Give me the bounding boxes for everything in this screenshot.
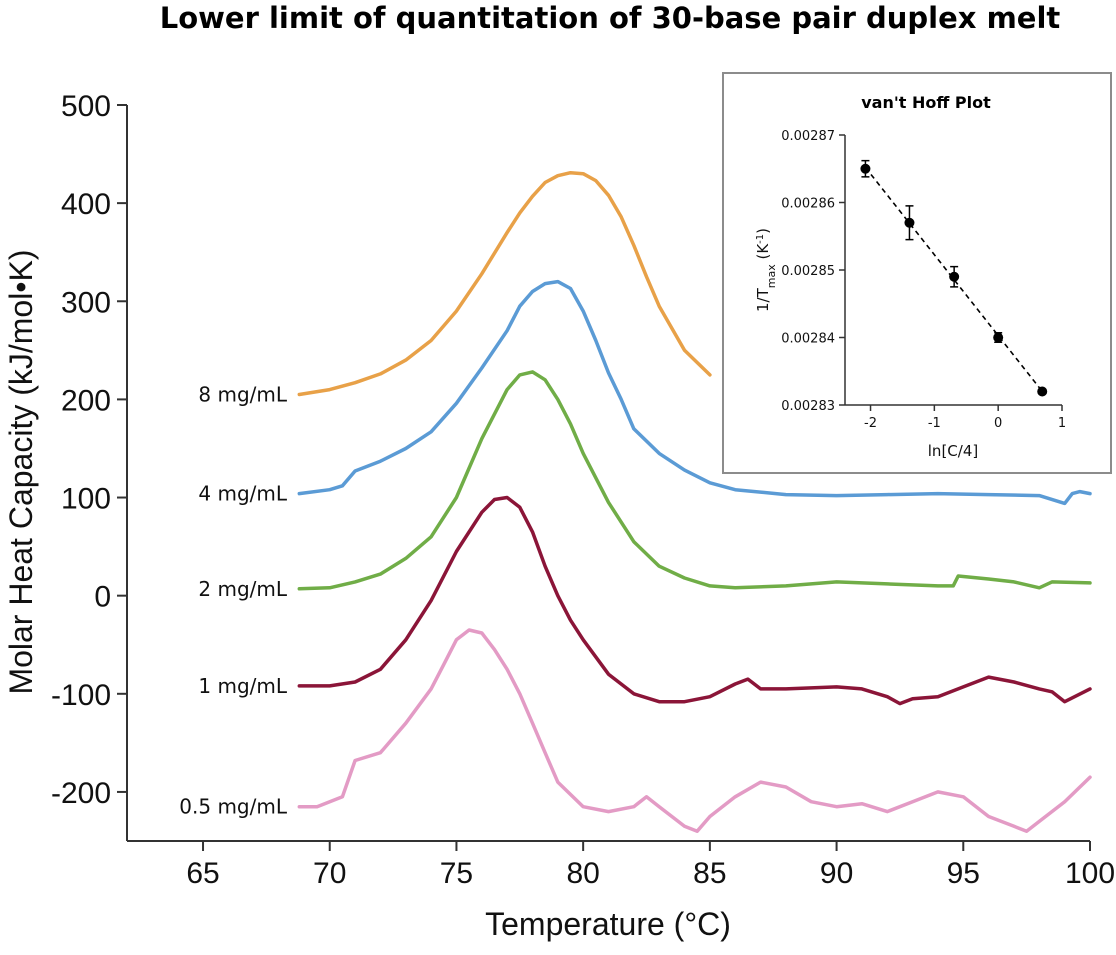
y-tick-label: 300 (61, 286, 111, 319)
inset-point-2 (949, 265, 960, 288)
inset-frame (722, 72, 1112, 474)
x-ticks: 65 70 75 80 85 90 95 100 (186, 841, 1115, 890)
chart-title: Lower limit of quantitation of 30-base p… (160, 1, 1061, 35)
y-tick-label: 500 (61, 90, 111, 123)
y-axis-label: Molar Heat Capacity (kJ/mol•K) (3, 249, 39, 694)
vant-hoff-inset: van't Hoff Plot 0.002830.002840.002850.0… (722, 72, 1112, 474)
data-point (949, 271, 960, 282)
series-line-0 (297, 170, 712, 397)
data-point (993, 332, 1004, 343)
inset-y-ticks: 0.00283 0.00284 0.00285 0.00286 0.00287 (781, 129, 845, 414)
y-tick-label: 200 (61, 384, 111, 417)
inset-points (860, 159, 1048, 397)
inset-y-tick-label: 0.00285 (781, 264, 835, 279)
inset-title: van't Hoff Plot (861, 93, 991, 112)
series-line-1 (297, 279, 1092, 506)
y-ticks: -200 -100 0 100 200 300 400 500 (51, 90, 127, 810)
data-point (860, 163, 871, 174)
series-label-2: 2 mg/mL (198, 577, 287, 601)
inset-x-tick-label: -2 (864, 416, 877, 431)
y-tick-label: -100 (51, 679, 111, 712)
series-line-2 (297, 370, 1092, 591)
x-tick-label: 70 (313, 857, 346, 890)
series-label-4: 0.5 mg/mL (179, 795, 288, 819)
x-tick-label: 80 (566, 857, 599, 890)
data-point (1037, 386, 1048, 397)
inset-y-tick-label: 0.00283 (781, 399, 835, 414)
inset-x-tick-label: 1 (1058, 416, 1066, 431)
x-tick-label: 65 (186, 857, 219, 890)
series-lines (297, 170, 1092, 833)
x-tick-label: 90 (820, 857, 853, 890)
series-label-0: 8 mg/mL (198, 382, 287, 406)
series-line-4 (297, 628, 1092, 833)
inset-y-tick-label: 0.00284 (781, 332, 835, 347)
inset-x-tick-label: 0 (994, 416, 1002, 431)
data-point (904, 217, 915, 228)
inset-x-tick-label: -1 (928, 416, 941, 431)
x-tick-label: 85 (693, 857, 726, 890)
inset-x-ticks: -2 -1 0 1 (864, 405, 1066, 431)
inset-y-tick-label: 0.00287 (781, 129, 835, 144)
inset-x-label: ln[C/4] (928, 442, 978, 460)
inset-point-3 (993, 332, 1004, 343)
y-tick-label: -200 (51, 777, 111, 810)
y-tick-label: 100 (61, 483, 111, 516)
x-tick-label: 75 (440, 857, 473, 890)
y-tick-label: 400 (61, 188, 111, 221)
x-tick-label: 100 (1065, 857, 1115, 890)
inset-y-label: 1/Tmax (K-1) (754, 228, 778, 312)
inset-point-1 (904, 205, 915, 241)
series-labels: 8 mg/mL 4 mg/mL 2 mg/mL 1 mg/mL 0.5 mg/mL (179, 382, 288, 818)
x-axis-label: Temperature (°C) (485, 906, 731, 942)
x-tick-label: 95 (947, 857, 980, 890)
inset-y-tick-label: 0.00286 (781, 197, 835, 212)
y-tick-label: 0 (94, 581, 111, 614)
series-label-1: 4 mg/mL (198, 482, 287, 506)
inset-fit-line (864, 166, 1043, 392)
inset-point-0 (860, 159, 871, 178)
inset-point-4 (1037, 386, 1048, 397)
series-label-3: 1 mg/mL (198, 674, 287, 698)
fit-line (864, 166, 1043, 392)
series-line-3 (297, 495, 1092, 706)
